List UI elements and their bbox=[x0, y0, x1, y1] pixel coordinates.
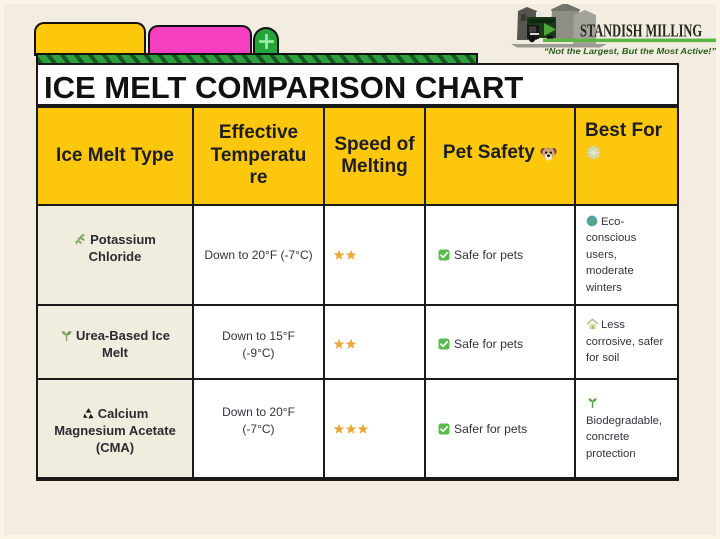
svg-text:STANDISH MILLING: STANDISH MILLING bbox=[580, 21, 702, 41]
svg-text:“Not the Largest, But the Most: “Not the Largest, But the Most Active!” bbox=[544, 46, 717, 56]
